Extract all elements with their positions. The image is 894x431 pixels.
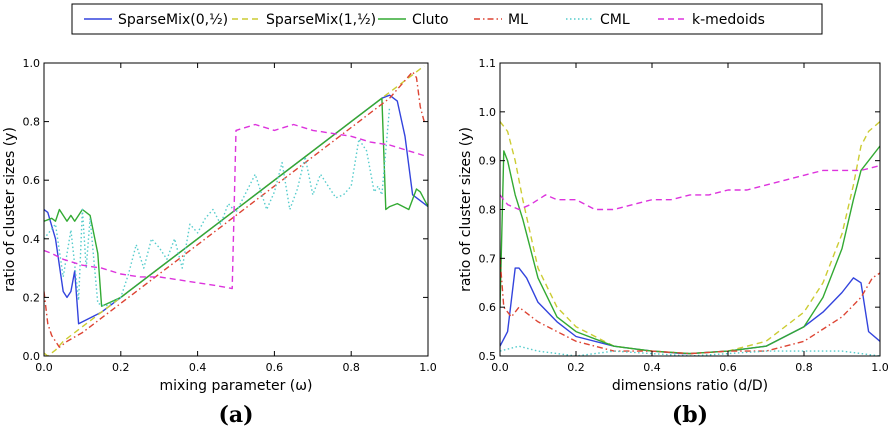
series-line-5 (44, 123, 428, 290)
x-tick-label: 0.2 (567, 361, 585, 374)
series-group (44, 65, 428, 356)
series-line-3 (44, 71, 425, 348)
x-axis-title: dimensions ratio (d/D) (612, 378, 768, 394)
x-tick-label: 0.8 (342, 361, 360, 374)
y-tick-label: 0.4 (23, 233, 41, 246)
x-tick-label: 0.0 (35, 361, 53, 374)
y-tick-label: 0.6 (23, 174, 41, 187)
series-line-1 (500, 121, 880, 355)
series-line-5 (500, 164, 880, 211)
y-tick-label: 1.1 (479, 57, 497, 70)
panel-label: (a) (218, 402, 253, 428)
y-tick-label: 0.2 (23, 291, 41, 304)
series-line-4 (44, 106, 391, 307)
legend-entry-label: SparseMix(0,½) (118, 12, 228, 28)
y-axis-title: ratio of cluster sizes (y) (458, 127, 474, 292)
y-tick-label: 1.0 (23, 57, 41, 70)
series-line-1 (44, 65, 425, 356)
legend-entry-label: SparseMix(1,½) (266, 12, 376, 28)
chart-panel-a: 0.0 0.2 0.4 0.6 0.8 1.0 0.0 0.2 0.4 0.6 0.8 1.0 mixi… (2, 57, 437, 428)
x-tick-label: 0.4 (189, 361, 207, 374)
panel-label: (b) (672, 402, 708, 428)
legend-entry-label: Cluto (412, 12, 449, 28)
series-group (500, 121, 880, 356)
y-tick-label: 0.8 (479, 204, 497, 217)
x-tick-label: 0.8 (795, 361, 813, 374)
chart-panel-b: 0.0 0.2 0.4 0.6 0.8 1.0 0.5 0.6 0.7 0.8 0.9 1.0 1.1 d… (458, 57, 889, 428)
y-tick-label: 0.9 (479, 155, 497, 168)
legend-frame (71, 3, 823, 35)
legend-entry-label: k-medoids (692, 12, 765, 28)
series-line-3 (500, 258, 880, 355)
x-tick-label: 0.0 (491, 361, 509, 374)
y-tick-label: 0.0 (23, 350, 41, 363)
legend-entry-label: ML (508, 12, 528, 28)
x-tick-label: 0.6 (719, 361, 737, 374)
x-tick-label: 1.0 (871, 361, 889, 374)
series-line-2 (44, 97, 428, 307)
x-axis-title: mixing parameter (ω) (160, 378, 313, 394)
legend-entry-label: CML (600, 12, 630, 28)
x-tick-label: 0.6 (266, 361, 284, 374)
x-tick-label: 0.4 (643, 361, 661, 374)
y-tick-label: 0.5 (479, 350, 497, 363)
legend: SparseMix(0,½) SparseMix(1,½) Cluto ML CML k-… (71, 3, 823, 35)
x-tick-label: 1.0 (419, 361, 437, 374)
y-tick-label: 0.6 (479, 301, 497, 314)
series-line-4 (500, 345, 880, 356)
y-axis-title: ratio of cluster sizes (y) (2, 127, 18, 292)
y-tick-label: 1.0 (479, 106, 497, 119)
y-tick-label: 0.7 (479, 252, 497, 265)
plot-frame (43, 62, 429, 357)
x-tick-label: 0.2 (112, 361, 130, 374)
y-tick-label: 0.8 (23, 116, 41, 129)
